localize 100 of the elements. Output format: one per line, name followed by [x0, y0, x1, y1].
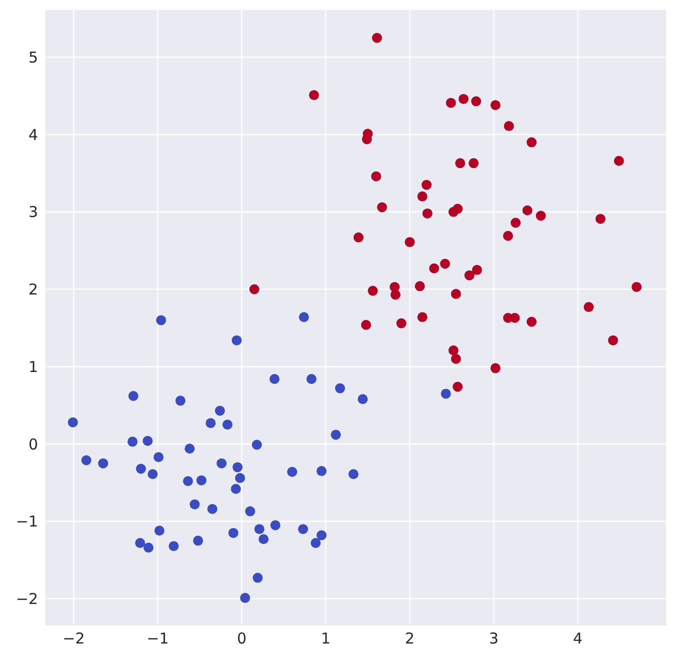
point [128, 391, 138, 402]
y-tick-label: 1 [28, 358, 38, 376]
point [354, 232, 364, 242]
point [348, 469, 358, 480]
point [254, 524, 264, 534]
point [510, 312, 520, 323]
point [522, 205, 532, 216]
point [526, 316, 537, 327]
point [422, 208, 432, 218]
point [216, 458, 227, 468]
point [206, 418, 216, 428]
point [143, 542, 154, 553]
point [154, 526, 164, 536]
point [468, 158, 479, 168]
point [595, 214, 606, 224]
point [235, 473, 246, 484]
point [182, 476, 193, 486]
point [452, 382, 463, 392]
point [446, 98, 456, 108]
point [362, 128, 373, 139]
point [371, 171, 382, 182]
point [417, 191, 428, 202]
point [503, 230, 514, 241]
x-tick-label: 3 [489, 630, 499, 648]
point [252, 440, 262, 450]
point [377, 202, 388, 212]
point [196, 475, 206, 486]
point [245, 506, 256, 516]
point [330, 430, 341, 440]
y-tick-label: 3 [28, 203, 38, 222]
point [298, 524, 308, 534]
point [390, 290, 400, 300]
point [270, 374, 280, 384]
x-tick-label: 1 [320, 630, 331, 648]
y-tick-label: 5 [28, 48, 38, 67]
point [193, 536, 204, 546]
point [471, 96, 482, 106]
point [135, 538, 146, 548]
y-tick-label: −2 [16, 590, 38, 608]
point [287, 466, 298, 477]
point [154, 452, 164, 462]
point [526, 137, 537, 148]
point [361, 320, 372, 330]
point [190, 499, 200, 510]
point [440, 258, 450, 269]
point [464, 270, 474, 280]
point [510, 218, 521, 228]
point [429, 263, 440, 274]
point [490, 100, 500, 110]
point [316, 530, 327, 540]
point [175, 396, 186, 406]
point [608, 335, 618, 346]
point [414, 281, 425, 292]
point [372, 32, 382, 43]
point [184, 444, 195, 454]
point [240, 592, 250, 603]
point [142, 436, 153, 446]
point [148, 469, 158, 480]
point [472, 264, 482, 275]
point [222, 420, 232, 430]
point [98, 458, 108, 468]
point [358, 394, 368, 404]
x-tick-label: 2 [404, 630, 415, 648]
point [504, 121, 514, 132]
y-tick-label: −1 [16, 512, 38, 531]
x-tick-label: −2 [62, 630, 85, 648]
point [308, 90, 319, 100]
y-tick-label: 4 [28, 126, 38, 144]
point [270, 520, 280, 530]
point [252, 572, 263, 583]
point [536, 210, 546, 221]
point [298, 312, 309, 322]
point [396, 318, 406, 328]
point [249, 284, 260, 294]
point [450, 354, 461, 364]
point [450, 288, 461, 299]
point [614, 156, 624, 166]
point [368, 286, 378, 296]
point [81, 455, 92, 466]
x-tick-label: −1 [146, 630, 169, 648]
point [136, 464, 146, 474]
point [128, 436, 138, 447]
x-tick-label: 4 [573, 630, 583, 648]
point [316, 466, 327, 476]
point [422, 180, 432, 190]
y-tick-label: 0 [28, 435, 38, 454]
point [458, 94, 469, 104]
point [448, 345, 458, 356]
point [258, 534, 269, 544]
point [228, 528, 238, 538]
point [232, 335, 242, 346]
point [214, 406, 225, 416]
y-tick-label: 2 [28, 280, 38, 299]
point [440, 388, 451, 399]
point [68, 417, 78, 428]
point [168, 541, 179, 552]
point [310, 538, 321, 548]
x-tick-label: 0 [236, 630, 247, 648]
point [417, 312, 428, 322]
point [156, 315, 166, 326]
